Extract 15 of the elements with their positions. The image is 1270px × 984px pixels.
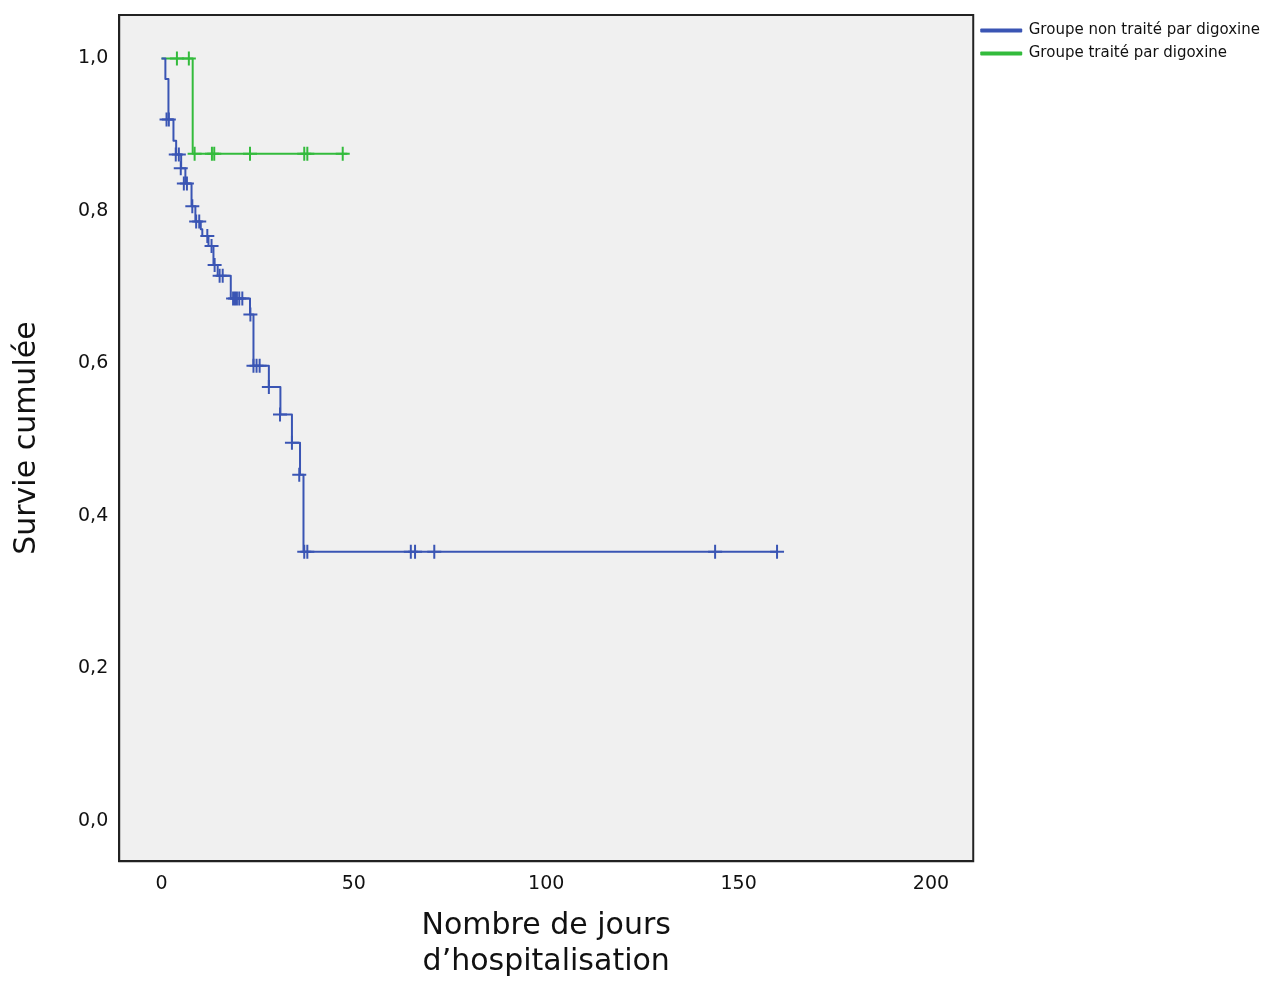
x-tick-label: 150 bbox=[720, 870, 757, 893]
x-tick-label: 100 bbox=[528, 870, 565, 893]
y-tick-label: 0,0 bbox=[78, 807, 109, 830]
y-tick-label: 0,2 bbox=[78, 655, 109, 678]
x-tick-label: 0 bbox=[155, 870, 168, 893]
y-tick-label: 0,6 bbox=[78, 350, 109, 373]
y-tick-label: 0,4 bbox=[78, 502, 109, 525]
legend-label: Groupe traité par digoxine bbox=[1028, 43, 1228, 62]
legend-label: Groupe non traité par digoxine bbox=[1028, 20, 1260, 39]
x-axis-title: Nombre de jours d’hospitalisation bbox=[421, 905, 671, 977]
y-axis-title: Survie cumulée bbox=[6, 321, 42, 555]
x-tick-label: 200 bbox=[912, 870, 950, 893]
x-tick-label: 50 bbox=[341, 870, 366, 893]
y-tick-label: 1,0 bbox=[78, 45, 109, 68]
y-tick-label: 0,8 bbox=[78, 197, 109, 220]
